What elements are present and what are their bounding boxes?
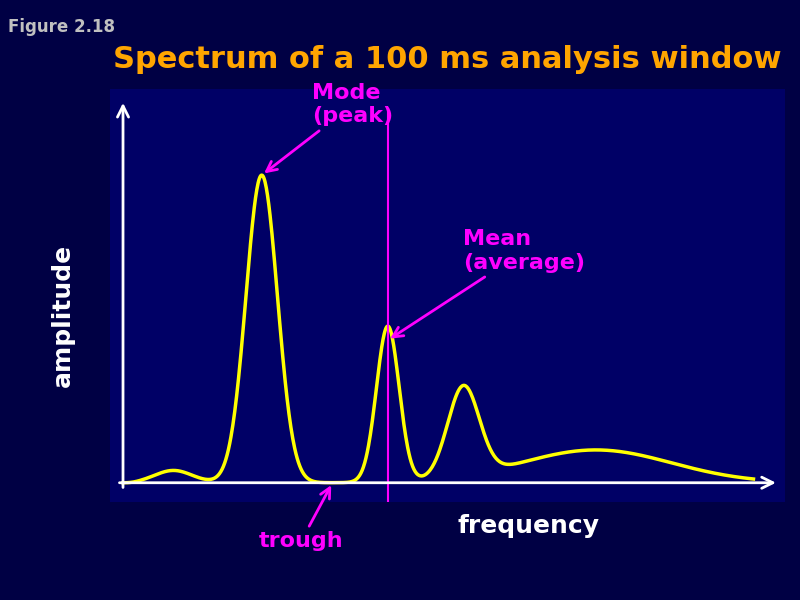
Text: amplitude: amplitude [51, 244, 75, 388]
Text: frequency: frequency [458, 514, 600, 538]
Text: Mode
(peak): Mode (peak) [266, 83, 394, 172]
Text: Figure 2.18: Figure 2.18 [8, 18, 115, 36]
Text: Mean
(average): Mean (average) [393, 229, 586, 337]
Text: trough: trough [258, 488, 343, 551]
Title: Spectrum of a 100 ms analysis window: Spectrum of a 100 ms analysis window [114, 45, 782, 74]
